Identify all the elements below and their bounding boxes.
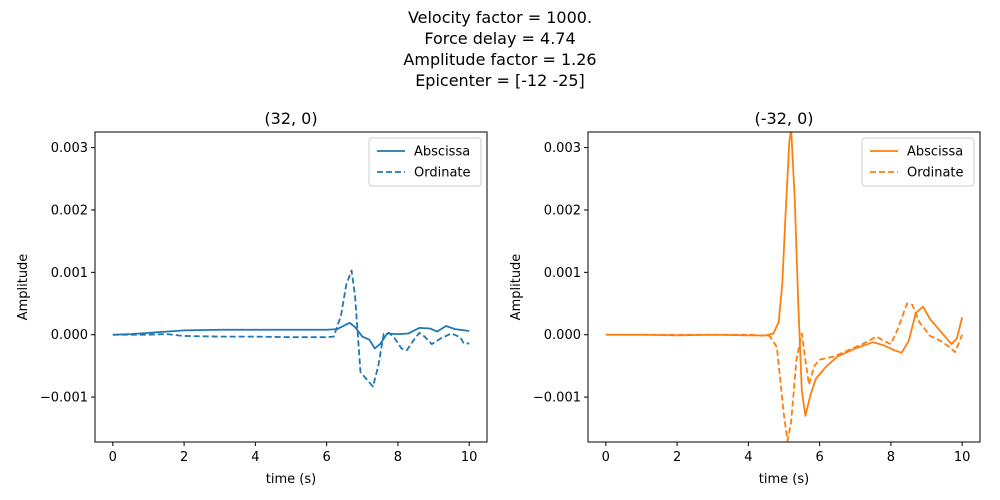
suptitle-line: Force delay = 4.74 (424, 29, 575, 48)
suptitle: Velocity factor = 1000. Force delay = 4.… (403, 8, 596, 90)
legend: Abscissa Ordinate (368, 137, 482, 187)
subplot-left: (32, 0) 0 2 4 6 8 10 −0.001 0.000 0.001 0.002 0.003… (16, 109, 488, 487)
axes-frame (94, 131, 488, 443)
y-tick-label: 0.001 (51, 266, 88, 281)
subplot-title: (-32, 0) (755, 109, 814, 128)
axes-frame (587, 131, 981, 443)
legend-label: Ordinate (414, 166, 471, 181)
x-axis-label: time (s) (266, 472, 316, 487)
x-tick-label: 4 (744, 450, 752, 465)
subplot-title: (32, 0) (264, 109, 317, 128)
y-tick-label: −0.001 (533, 391, 581, 406)
y-tick-label: 0.001 (544, 266, 581, 281)
y-axis-label: Amplitude (16, 254, 31, 321)
series-line-ordinate (112, 269, 470, 388)
series-group (112, 269, 470, 388)
y-tick-label: 0.002 (51, 203, 88, 218)
series-line-abscissa (112, 321, 470, 350)
y-tick-label: 0.000 (51, 328, 88, 343)
series-group (605, 132, 964, 442)
x-tick-label: 0 (109, 450, 117, 465)
x-tick-label: 8 (887, 450, 895, 465)
x-tick-label: 8 (394, 450, 402, 465)
y-axis-label: Amplitude (509, 254, 524, 321)
subplot-right: (-32, 0) 0 2 4 6 8 10 −0.001 0.000 0.001 0.002 0.00… (509, 109, 981, 487)
legend-label: Ordinate (907, 166, 964, 181)
suptitle-line: Epicenter = [-12 -25] (415, 71, 585, 90)
series-line-ordinate (605, 302, 964, 442)
legend-box (861, 137, 975, 187)
x-tick-label: 4 (251, 450, 259, 465)
legend: Abscissa Ordinate (861, 137, 975, 187)
x-tick-label: 10 (954, 450, 971, 465)
legend-label: Abscissa (907, 145, 963, 160)
x-tick-label: 10 (461, 450, 478, 465)
y-tick-label: 0.000 (544, 328, 581, 343)
suptitle-line: Amplitude factor = 1.26 (403, 50, 596, 69)
x-tick-label: 2 (673, 450, 681, 465)
x-tick-label: 0 (602, 450, 610, 465)
legend-box (368, 137, 482, 187)
x-tick-label: 6 (815, 450, 823, 465)
series-line-abscissa (605, 132, 964, 417)
x-tick-label: 2 (180, 450, 188, 465)
y-tick-label: 0.003 (51, 141, 88, 156)
y-tick-label: 0.003 (544, 141, 581, 156)
x-tick-label: 6 (322, 450, 330, 465)
x-axis-label: time (s) (759, 472, 809, 487)
suptitle-line: Velocity factor = 1000. (408, 8, 592, 27)
legend-label: Abscissa (414, 145, 470, 160)
y-tick-label: −0.001 (40, 391, 88, 406)
y-tick-label: 0.002 (544, 203, 581, 218)
